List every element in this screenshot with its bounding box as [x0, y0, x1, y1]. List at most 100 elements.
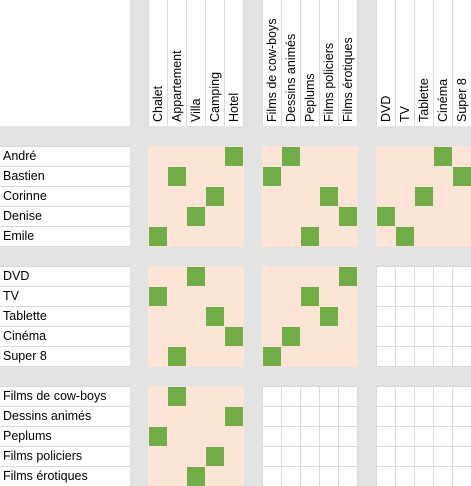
cell	[395, 346, 415, 367]
cell	[433, 386, 453, 407]
cell	[433, 286, 453, 307]
cell	[300, 386, 320, 407]
cell	[281, 426, 301, 447]
cell	[376, 446, 396, 467]
column-header: Films de cow-boys	[265, 18, 279, 123]
cell	[319, 406, 339, 427]
cell	[262, 446, 282, 467]
header-cell	[338, 0, 358, 126]
cell	[319, 426, 339, 447]
column-header: Cinéma	[436, 78, 450, 122]
match-cell	[453, 167, 471, 186]
match-cell	[339, 207, 357, 226]
match-cell	[339, 267, 357, 286]
match-cell	[282, 147, 300, 166]
match-cell	[301, 287, 319, 306]
row-label: TV	[3, 289, 19, 303]
column-header: Camping	[208, 71, 222, 122]
match-cell	[168, 387, 186, 406]
cell	[281, 446, 301, 467]
cell	[452, 446, 471, 467]
row-label: Emile	[3, 229, 35, 243]
cell	[395, 426, 415, 447]
cell	[395, 406, 415, 427]
match-cell	[320, 307, 338, 326]
match-cell	[263, 167, 281, 186]
column-header: Films policiers	[322, 42, 336, 122]
cell	[395, 386, 415, 407]
column-header: Hotel	[227, 92, 241, 122]
column-header: Super 8	[455, 78, 469, 122]
cell	[395, 266, 415, 287]
cell	[338, 466, 358, 486]
cell	[376, 346, 396, 367]
cell	[376, 266, 396, 287]
match-cell	[206, 447, 224, 466]
cell	[452, 406, 471, 427]
match-cell	[263, 347, 281, 366]
cell	[319, 386, 339, 407]
cell	[414, 386, 434, 407]
cell	[319, 446, 339, 467]
column-header: Peplums	[303, 73, 317, 122]
row-label: Corinne	[3, 189, 47, 203]
cell	[414, 466, 434, 486]
match-cell	[187, 467, 205, 486]
cell	[433, 326, 453, 347]
cell	[395, 286, 415, 307]
row-label-cell	[0, 466, 130, 486]
cell	[414, 326, 434, 347]
match-cell	[206, 307, 224, 326]
cell	[338, 426, 358, 447]
cell	[376, 326, 396, 347]
cell	[338, 386, 358, 407]
row-label: Cinéma	[3, 329, 47, 343]
header-cell	[452, 0, 471, 126]
cell	[300, 406, 320, 427]
cell	[281, 386, 301, 407]
cell	[414, 266, 434, 287]
column-header: Tablette	[417, 78, 431, 122]
match-cell	[434, 147, 452, 166]
row-label: André	[3, 149, 37, 163]
row-label-cell	[0, 346, 130, 367]
cell	[414, 406, 434, 427]
cell	[300, 426, 320, 447]
cell	[414, 446, 434, 467]
cell	[262, 426, 282, 447]
cell	[452, 266, 471, 287]
row-label: Peplums	[3, 429, 52, 443]
cell	[414, 286, 434, 307]
cell	[300, 446, 320, 467]
cell	[338, 406, 358, 427]
cell	[452, 386, 471, 407]
cell	[319, 466, 339, 486]
cell	[262, 466, 282, 486]
cell	[376, 426, 396, 447]
gray-row	[0, 366, 471, 386]
match-cell	[301, 227, 319, 246]
cell	[433, 466, 453, 486]
cell	[395, 306, 415, 327]
gray-row	[0, 126, 471, 146]
column-header: Villa	[189, 98, 203, 122]
gray-column	[130, 0, 148, 486]
cell	[376, 466, 396, 486]
row-label: Films de cow-boys	[3, 389, 107, 403]
match-cell	[396, 227, 414, 246]
cell	[281, 406, 301, 427]
row-label: DVD	[3, 269, 30, 283]
column-header: Dessins animés	[284, 33, 298, 122]
cell	[414, 306, 434, 327]
match-cell	[415, 187, 433, 206]
cell	[452, 466, 471, 486]
cell	[452, 346, 471, 367]
cell	[452, 286, 471, 307]
row-label: Denise	[3, 209, 42, 223]
cell	[414, 346, 434, 367]
match-cell	[282, 327, 300, 346]
cell	[433, 266, 453, 287]
cell	[376, 286, 396, 307]
gray-column	[357, 0, 376, 486]
column-header: DVD	[379, 95, 393, 122]
